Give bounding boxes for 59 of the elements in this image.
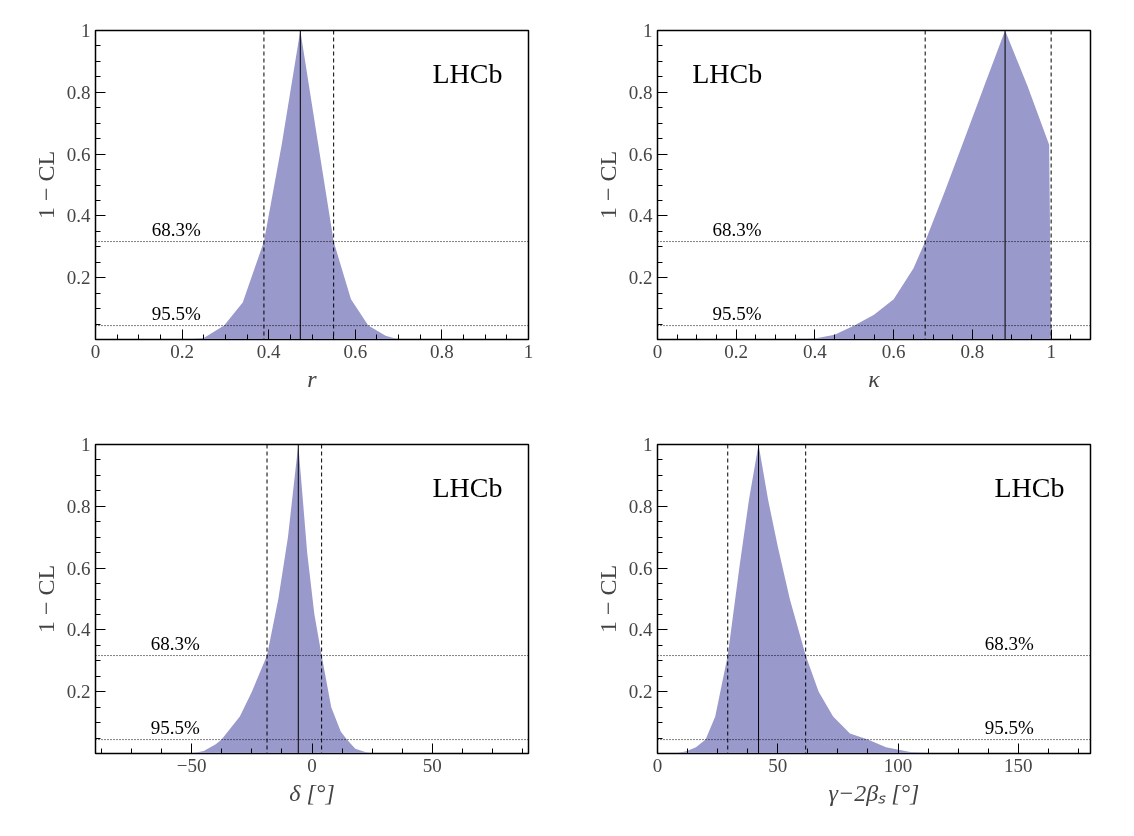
y-axis-title: 1 − CL [32,150,59,220]
y-axis-title: 1 − CL [594,150,621,220]
y-tick-label: 0.4 [628,619,653,641]
y-tick-label: 0.2 [628,267,653,289]
x-tick-label: 0.4 [803,340,828,362]
y-tick-label: 0.2 [66,681,91,703]
x-tick-label: 0.2 [170,340,194,362]
y-tick-label: 0.4 [66,619,91,641]
annotation: 95.5% [712,302,762,324]
x-tick-label: 0 [90,340,101,362]
x-axis-title: δ [°] [289,779,335,806]
annotation: LHCb [994,472,1065,504]
y-tick-label: 0.8 [628,81,653,103]
x-tick-label: 100 [883,754,913,776]
y-tick-label: 1 [81,434,91,455]
y-tick-label: 0.6 [628,557,653,579]
annotation: LHCb [692,58,763,90]
y-tick-label: 1 [643,20,653,41]
annotation: 68.3% [150,632,201,654]
y-tick-label: 0.8 [628,495,653,517]
x-tick-label: 1 [523,340,534,362]
annotation: 68.3% [151,218,202,240]
x-tick-label: −50 [176,754,207,776]
x-tick-label: 0 [307,754,317,776]
y-tick-label: 1 [643,434,653,455]
x-tick-label: 0.8 [430,340,454,362]
annotation: 68.3% [712,218,762,240]
y-axis-title: 1 − CL [594,564,621,634]
x-axis-title: κ [868,365,881,392]
y-tick-label: 0.4 [66,205,91,227]
x-axis-title: γ−2βₛ [°] [828,779,920,806]
y-tick-label: 0.2 [66,267,91,289]
y-axis-title: 1 − CL [32,564,59,634]
x-tick-label: 0.6 [343,340,368,362]
y-tick-label: 1 [81,20,91,41]
x-tick-label: 0.2 [724,340,749,362]
x-tick-label: 0.6 [881,340,906,362]
annotation: LHCb [432,58,503,90]
x-tick-label: 0 [652,340,663,362]
x-axis-title: r [307,365,318,392]
y-tick-label: 0.8 [66,81,91,103]
y-tick-label: 0.2 [628,681,653,703]
annotation: LHCb [432,472,503,504]
annotation: 68.3% [984,632,1034,654]
x-tick-label: 0.8 [960,340,985,362]
y-tick-label: 0.6 [628,143,653,165]
y-tick-label: 0.6 [66,143,91,165]
x-tick-label: 150 [1004,754,1033,776]
x-tick-label: 50 [422,754,442,776]
x-tick-label: 0.4 [256,340,282,362]
y-tick-label: 0.8 [66,495,91,517]
y-tick-label: 0.6 [66,557,91,579]
annotation: 95.5% [151,302,202,324]
annotation: 95.5% [984,716,1034,738]
annotation: 95.5% [150,716,201,738]
x-tick-label: 50 [768,754,788,776]
y-tick-label: 0.4 [628,205,653,227]
x-tick-label: 1 [1046,340,1056,362]
x-tick-label: 0 [652,754,663,776]
